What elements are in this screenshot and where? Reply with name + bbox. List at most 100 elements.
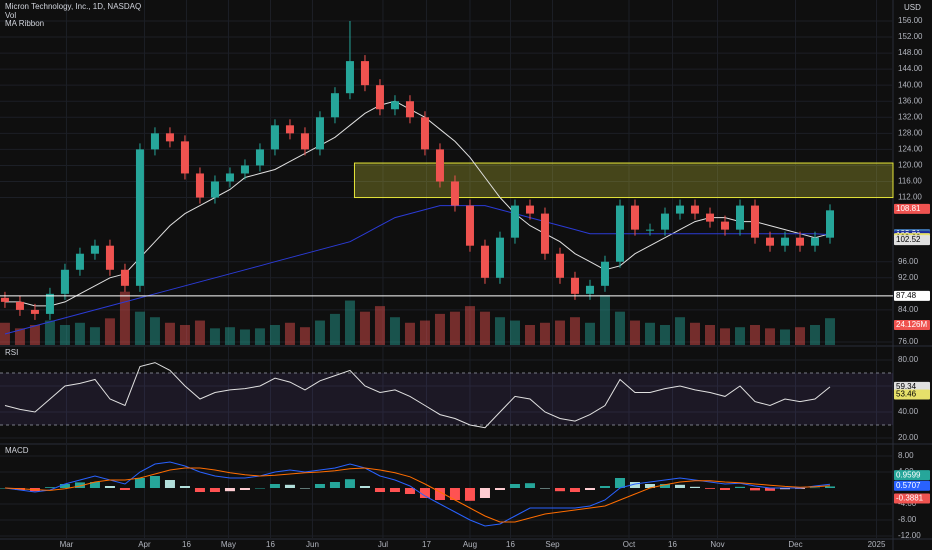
candle-body — [600, 261, 609, 286]
volume-bar — [434, 313, 445, 345]
candle-body — [345, 61, 354, 94]
candle-body — [0, 297, 9, 302]
macd-histogram-bar — [824, 486, 835, 488]
candle-body — [645, 229, 654, 231]
candle-body — [45, 293, 54, 314]
macd-histogram-bar — [329, 482, 340, 488]
y-tick-label: -12.00 — [898, 531, 921, 540]
y-tick-label: 92.00 — [898, 273, 919, 282]
y-tick-label: 84.00 — [898, 305, 919, 314]
candle-body — [30, 309, 39, 314]
y-tick-label: 156.00 — [898, 16, 923, 25]
volume-bar — [404, 322, 415, 345]
candle-body — [825, 210, 834, 238]
macd-histogram-bar — [254, 488, 265, 489]
candle-body — [210, 181, 219, 198]
volume-bar — [314, 320, 325, 345]
volume-bar — [554, 320, 565, 345]
price-tag-label: 102.52 — [896, 235, 921, 244]
volume-bar — [599, 295, 610, 345]
volume-bar — [734, 327, 745, 345]
price-tag — [894, 320, 930, 330]
macd-histogram-bar — [494, 488, 505, 490]
x-tick-label: 2025 — [868, 540, 886, 549]
volume-bar — [179, 325, 190, 345]
candle-body — [315, 117, 324, 150]
macd-histogram-bar — [509, 484, 520, 488]
y-tick-label: 124.00 — [898, 144, 923, 153]
macd-histogram-bar — [404, 488, 415, 494]
macd-histogram-bar — [434, 488, 445, 500]
price-tag — [894, 381, 930, 392]
y-tick-label: 148.00 — [898, 48, 923, 57]
macd-histogram-bar — [374, 488, 385, 492]
macd-histogram-bar — [269, 484, 280, 488]
candle-body — [60, 269, 69, 294]
y-tick-label: 144.00 — [898, 64, 923, 73]
volume-bar — [614, 311, 625, 345]
price-tag — [894, 290, 930, 301]
price-tag — [894, 480, 930, 491]
candle-body — [75, 253, 84, 270]
price-tag-label: 24.126M — [896, 320, 927, 329]
candle-body — [405, 101, 414, 118]
volume-bar — [824, 318, 835, 345]
volume-bar — [74, 322, 85, 345]
x-tick-label: Jul — [378, 540, 388, 549]
y-tick-label: 112.00 — [898, 193, 922, 202]
candle-body — [150, 133, 159, 150]
volume-bar — [704, 325, 715, 345]
macd-histogram-bar — [449, 488, 460, 500]
volume-bar — [764, 328, 775, 345]
price-tag-label: 0.9599 — [896, 470, 921, 479]
candle-body — [690, 205, 699, 214]
y-tick-label: -8.00 — [898, 515, 917, 524]
candle-body — [765, 237, 774, 246]
macd-histogram-bar — [164, 480, 175, 488]
macd-histogram-bar — [134, 478, 145, 488]
macd-histogram-bar — [584, 488, 595, 490]
x-tick-label: 16 — [266, 540, 275, 549]
macd-histogram-bar — [554, 488, 565, 492]
volume-bar — [374, 306, 385, 345]
price-tag — [894, 389, 930, 400]
macd-histogram-bar — [344, 479, 355, 488]
macd-histogram-bar — [614, 478, 625, 488]
x-tick-label: Mar — [60, 540, 74, 549]
volume-bar — [104, 318, 115, 345]
price-tag — [894, 470, 930, 481]
y-tick-label: 80.00 — [898, 355, 919, 364]
macd-histogram-bar — [104, 486, 115, 488]
macd-histogram-bar — [569, 488, 580, 492]
y-tick-label: 40.00 — [898, 407, 919, 416]
candle-body — [540, 213, 549, 254]
volume-bar — [719, 328, 730, 345]
macd-histogram-bar — [779, 488, 790, 490]
macd-histogram-bar — [209, 488, 220, 492]
candle-body — [510, 205, 519, 238]
y-tick-label: 132.00 — [898, 112, 923, 121]
macd-histogram-bar — [224, 488, 235, 492]
volume-bar — [509, 320, 520, 345]
volume-bar — [524, 325, 535, 345]
macd-histogram-bar — [359, 486, 370, 488]
candle-body — [90, 245, 99, 254]
volume-bar — [449, 311, 460, 345]
y-tick-label: 140.00 — [898, 80, 923, 89]
marks — [0, 20, 894, 527]
candle-body — [300, 133, 309, 150]
volume-bar — [149, 317, 160, 345]
y-tick-label: 76.00 — [898, 337, 919, 346]
candle-body — [675, 205, 684, 214]
volume-bar — [464, 306, 475, 345]
macd-histogram-bar — [644, 484, 655, 488]
x-tick-label: May — [221, 540, 236, 549]
x-tick-label: Oct — [623, 540, 636, 549]
volume-bar — [14, 328, 25, 345]
volume-bar — [689, 322, 700, 345]
candle-body — [375, 85, 384, 110]
macd-histogram-bar — [719, 488, 730, 490]
candle-body — [555, 253, 564, 278]
